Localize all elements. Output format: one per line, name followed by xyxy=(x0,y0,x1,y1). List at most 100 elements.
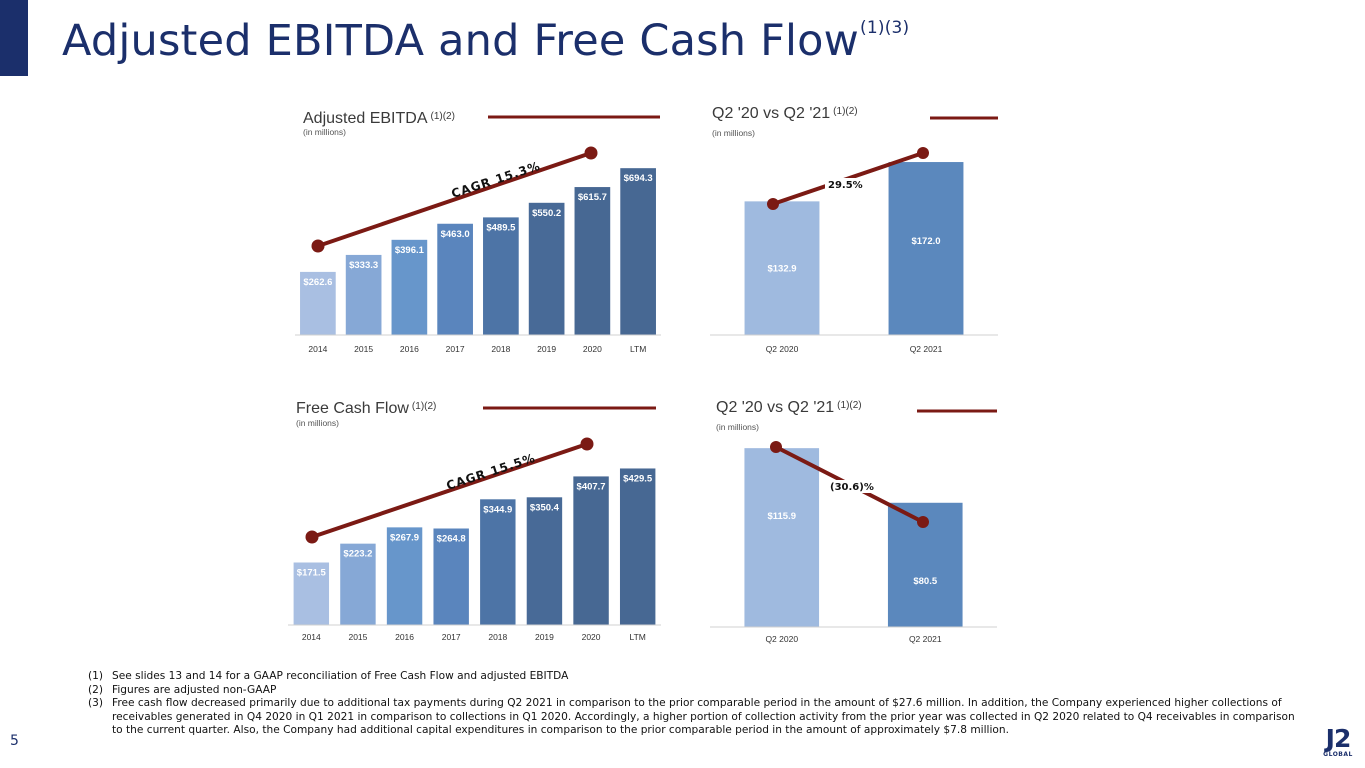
bar-2015 xyxy=(345,254,382,335)
logo-mark: J2 xyxy=(1325,724,1352,753)
page-title: Adjusted EBITDA and Free Cash Flow(1)(3) xyxy=(62,16,909,66)
bar-value-label: $223.2 xyxy=(343,549,372,560)
chart-title: Free Cash Flow (1)(2) xyxy=(296,400,436,417)
trend-end-point xyxy=(580,437,594,451)
bar-2017 xyxy=(433,528,469,625)
bar-value-label: $615.7 xyxy=(578,192,607,203)
x-tick-label: Q2 2020 xyxy=(765,634,798,644)
x-tick-label: 2016 xyxy=(395,632,414,642)
footnote-number: (2) xyxy=(88,683,104,696)
adjusted-ebitda-chart: Adjusted EBITDA (1)(2) (in millions) $262.6… xyxy=(285,100,665,360)
growth-percent-annotation: (30.6)% xyxy=(830,482,874,493)
footnote-number: (1) xyxy=(88,670,104,682)
x-tick-label: 2014 xyxy=(302,632,321,642)
chart-title: Adjusted EBITDA (1)(2) xyxy=(303,110,455,127)
bar-value-label: $694.3 xyxy=(624,173,653,184)
trend-start-point xyxy=(311,239,325,253)
chart-subtitle: (in millions) xyxy=(712,128,755,138)
bar-2016 xyxy=(391,239,428,335)
chart-subtitle: (in millions) xyxy=(296,418,339,428)
bar-value-label: $264.8 xyxy=(437,533,466,544)
bar-value-label: $115.9 xyxy=(767,511,796,522)
chart-title-superscript: (1)(2) xyxy=(837,400,861,411)
bar-value-label: $132.9 xyxy=(767,263,796,274)
bar-2019 xyxy=(526,497,563,625)
chart-title-superscript: (1)(2) xyxy=(833,106,857,117)
trend-end-point xyxy=(584,146,598,160)
bar-value-label: $344.9 xyxy=(483,504,512,515)
bar-2014 xyxy=(293,562,330,625)
j2-global-logo: J2 GLOBAL xyxy=(1318,724,1358,759)
bar-value-label: $550.2 xyxy=(532,208,561,219)
x-tick-label: 2019 xyxy=(535,632,554,642)
trend-line xyxy=(311,442,588,539)
bar-value-label: $172.0 xyxy=(911,236,940,247)
footnote-text: Free cash flow decreased primarily due t… xyxy=(112,697,1295,736)
x-tick-label: 2018 xyxy=(491,344,510,354)
x-tick-label: 2015 xyxy=(354,344,373,354)
x-tick-label: LTM xyxy=(630,632,646,642)
footnote-3: (3) Free cash flow decreased primarily du… xyxy=(88,697,1308,738)
bar-value-label: $429.5 xyxy=(623,473,653,484)
annotation-backdrop xyxy=(825,178,863,191)
title-accent-bar xyxy=(0,0,28,76)
chart-svg: Q2 '20 vs Q2 '21 (1)(2) (in millions) $115.… xyxy=(710,399,997,644)
bar-q2-2020 xyxy=(744,448,820,627)
bar-2017 xyxy=(437,223,473,335)
chart-svg: Adjusted EBITDA (1)(2)(in millions)$262.6… xyxy=(295,110,661,354)
x-tick-label: 2020 xyxy=(583,344,602,354)
bar-q2-2020 xyxy=(744,201,820,335)
bar-value-label: $489.5 xyxy=(486,222,516,233)
footnotes: (1) See slides 13 and 14 for a GAAP recon… xyxy=(88,670,1308,738)
chart-svg: Q2 '20 vs Q2 '21 (1)(2) (in millions) $132.… xyxy=(710,105,998,354)
chart-subtitle: (in millions) xyxy=(303,127,346,137)
bar-value-label: $171.5 xyxy=(297,567,327,578)
x-tick-label: Q2 2021 xyxy=(909,634,942,644)
page-title-text: Adjusted EBITDA and Free Cash Flow xyxy=(62,16,860,66)
footnote-text: Figures are adjusted non-GAAP xyxy=(112,683,277,696)
bar-value-label: $262.6 xyxy=(303,277,332,288)
x-tick-label: 2020 xyxy=(582,632,601,642)
annotation-backdrop xyxy=(827,480,878,493)
chart-title-text: Adjusted EBITDA xyxy=(303,110,428,127)
fcf-quarter-comparison-chart: Q2 '20 vs Q2 '21 (1)(2) (in millions) $115.… xyxy=(700,395,1000,650)
chart-title: Q2 '20 vs Q2 '21 (1)(2) xyxy=(716,399,862,416)
bar-2016 xyxy=(386,527,423,625)
bar-2018 xyxy=(483,217,519,335)
bar-value-label: $333.3 xyxy=(349,260,378,271)
bar-ltm xyxy=(620,168,656,335)
x-tick-label: LTM xyxy=(630,344,646,354)
trend-line xyxy=(317,151,592,248)
footnote-1: (1) See slides 13 and 14 for a GAAP recon… xyxy=(88,670,1308,684)
page-number: 5 xyxy=(10,733,19,749)
footnote-2: (2) Figures are adjusted non-GAAP xyxy=(88,684,1308,698)
growth-percent-annotation: 29.5% xyxy=(828,180,863,191)
page-title-superscript: (1)(3) xyxy=(860,18,910,38)
bar-value-label: $463.0 xyxy=(441,229,470,240)
trend-end-point xyxy=(917,516,929,528)
chart-title-text: Q2 '20 vs Q2 '21 xyxy=(716,399,834,416)
chart-title-superscript: (1)(2) xyxy=(431,111,455,122)
bar-2014 xyxy=(300,271,336,335)
cagr-annotation: CAGR 15.5% xyxy=(445,451,538,493)
x-tick-label: 2019 xyxy=(537,344,556,354)
chart-title-superscript: (1)(2) xyxy=(412,401,436,412)
cagr-annotation: CAGR 15.3% xyxy=(450,159,543,201)
bar-2020 xyxy=(574,187,611,335)
bar-value-label: $407.7 xyxy=(577,481,606,492)
ebitda-quarter-comparison-chart: Q2 '20 vs Q2 '21 (1)(2) (in millions) $132.… xyxy=(700,100,1000,360)
trend-start-point xyxy=(770,441,782,453)
bar-q2-2021 xyxy=(888,162,964,335)
chart-title: Q2 '20 vs Q2 '21 (1)(2) xyxy=(712,105,858,122)
chart-svg: Free Cash Flow (1)(2)(in millions) $171.5 2… xyxy=(288,400,661,642)
bar-2015 xyxy=(340,543,376,625)
trend-end-point xyxy=(917,147,929,159)
bar-value-label: $396.1 xyxy=(395,245,425,256)
chart-title-text: Q2 '20 vs Q2 '21 xyxy=(712,105,830,122)
footnote-text: See slides 13 and 14 for a GAAP reconcil… xyxy=(112,670,569,682)
x-tick-label: 2016 xyxy=(400,344,419,354)
trend-start-point xyxy=(305,530,319,544)
x-tick-label: 2014 xyxy=(308,344,327,354)
x-tick-label: Q2 2021 xyxy=(910,344,943,354)
bar-value-label: $267.9 xyxy=(390,532,419,543)
